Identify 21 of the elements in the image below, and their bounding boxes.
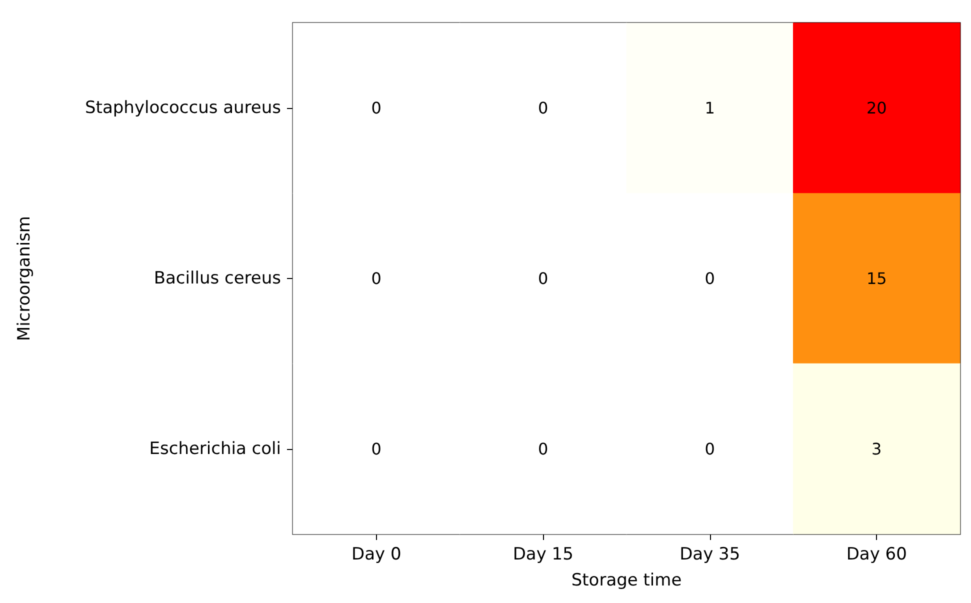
data-label: 0 bbox=[371, 439, 382, 458]
data-label: 0 bbox=[538, 439, 548, 458]
data-label: 0 bbox=[538, 98, 548, 118]
x-tick-label: Day 0 bbox=[351, 544, 402, 564]
data-label: 3 bbox=[872, 439, 882, 458]
data-label: 15 bbox=[866, 269, 887, 288]
data-label: 0 bbox=[704, 439, 715, 458]
x-tick-label: Day 35 bbox=[680, 544, 740, 564]
x-tick-label: Day 60 bbox=[846, 544, 907, 564]
y-axis-title: Microorganism bbox=[14, 216, 34, 341]
data-label: 0 bbox=[371, 269, 382, 288]
data-label: 0 bbox=[371, 98, 382, 118]
y-tick-label: Escherichia coli bbox=[149, 438, 281, 459]
data-label: 1 bbox=[704, 98, 715, 118]
x-tick-label: Day 15 bbox=[512, 544, 574, 564]
y-tick-label: Bacillus cereus bbox=[154, 268, 282, 288]
y-tick-label: Staphylococcus aureus bbox=[85, 98, 282, 118]
data-label: 0 bbox=[538, 269, 548, 288]
data-label: 20 bbox=[866, 98, 887, 118]
data-label: 0 bbox=[704, 269, 715, 288]
x-axis-title: Storage time bbox=[571, 570, 682, 590]
